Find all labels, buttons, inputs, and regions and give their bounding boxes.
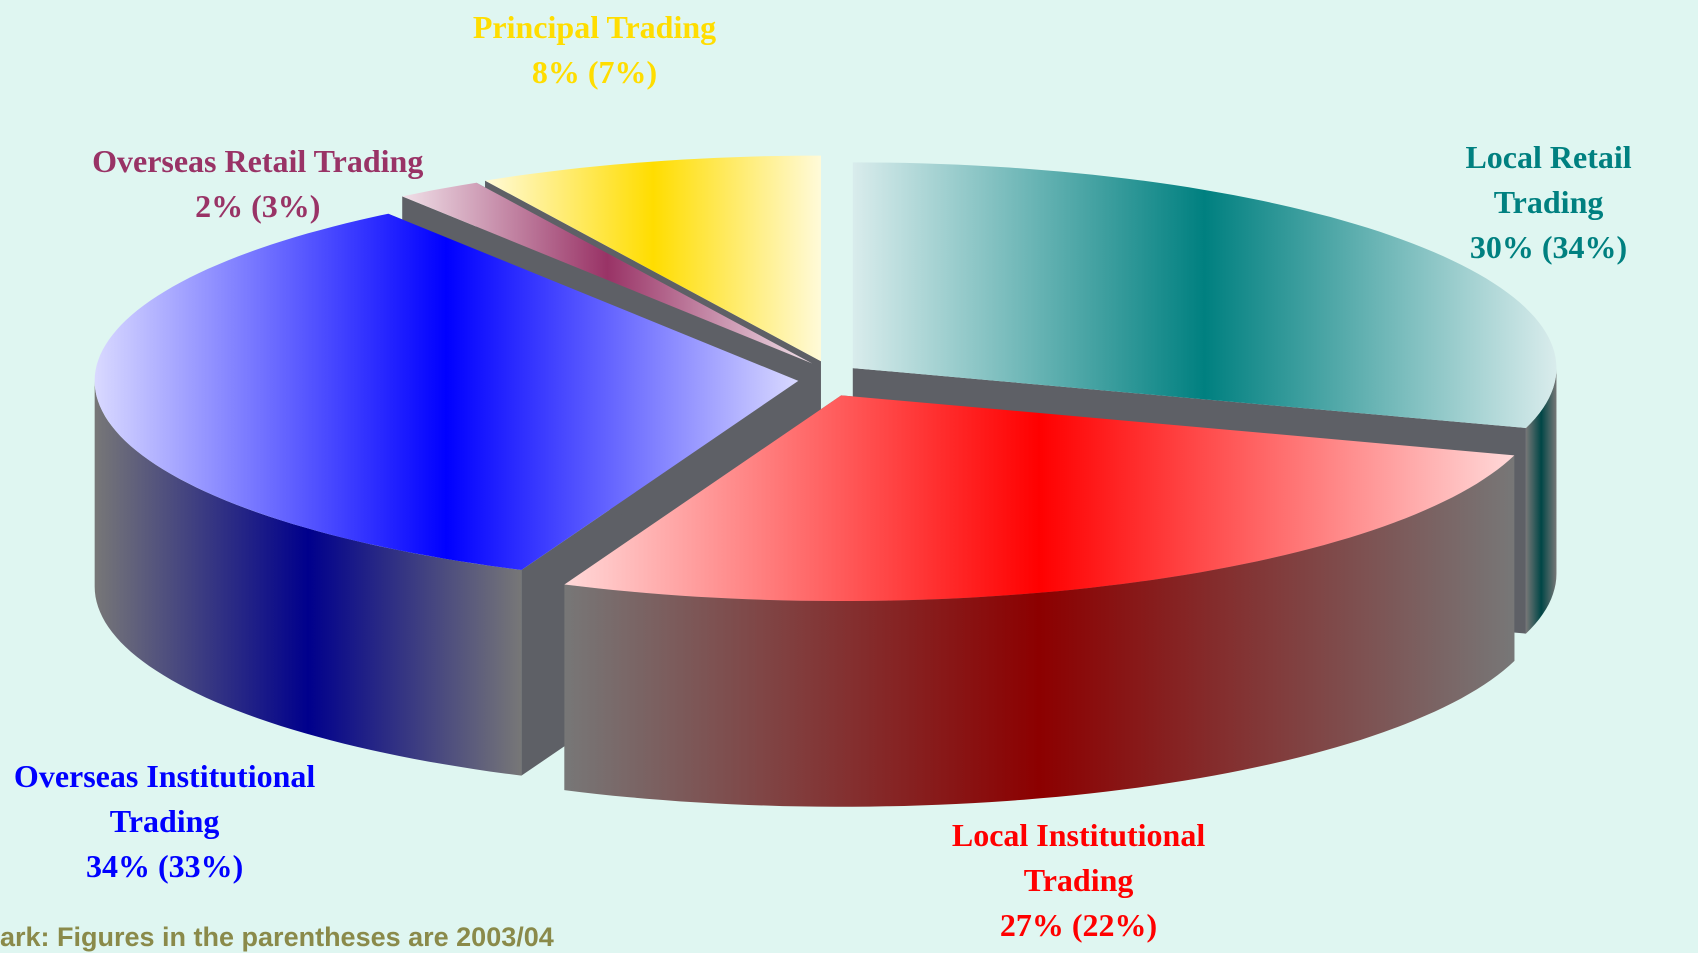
slice-wall <box>94 380 522 776</box>
value-label: 30% (34%) <box>1469 229 1628 266</box>
slice-label: Local Institutional Trading 27% (22%) <box>938 813 1220 948</box>
category-label: Local Institutional Trading <box>951 817 1206 899</box>
slice <box>852 162 1557 428</box>
slice <box>402 182 813 364</box>
slice-label: Overseas Institutional Trading 34% (33%) <box>0 754 332 889</box>
value-label: 8% (7%) <box>531 54 658 91</box>
value-label: 2% (3%) <box>195 187 321 224</box>
slice-label: Local Retail Trading 30% (34%) <box>1408 135 1690 270</box>
value-label: 27% (22%) <box>999 907 1158 944</box>
category-label: Local Retail Trading <box>1465 139 1632 221</box>
category-label: Overseas Retail Trading <box>92 142 424 179</box>
slice-label: Overseas Retail Trading 2% (3%) <box>63 139 453 229</box>
slice <box>94 213 799 570</box>
slice <box>564 395 1515 602</box>
slice-wall <box>1525 368 1557 634</box>
note: ark: Figures in the parentheses are 2003… <box>0 922 554 952</box>
category-label: Overseas Institutional Trading <box>13 757 316 839</box>
slice-wall <box>564 455 1515 807</box>
value-label: 34% (33%) <box>85 847 244 884</box>
slice-label: Principal Trading 8% (7%) <box>432 5 757 95</box>
category-label: Principal Trading <box>472 9 717 46</box>
slice <box>485 155 821 362</box>
